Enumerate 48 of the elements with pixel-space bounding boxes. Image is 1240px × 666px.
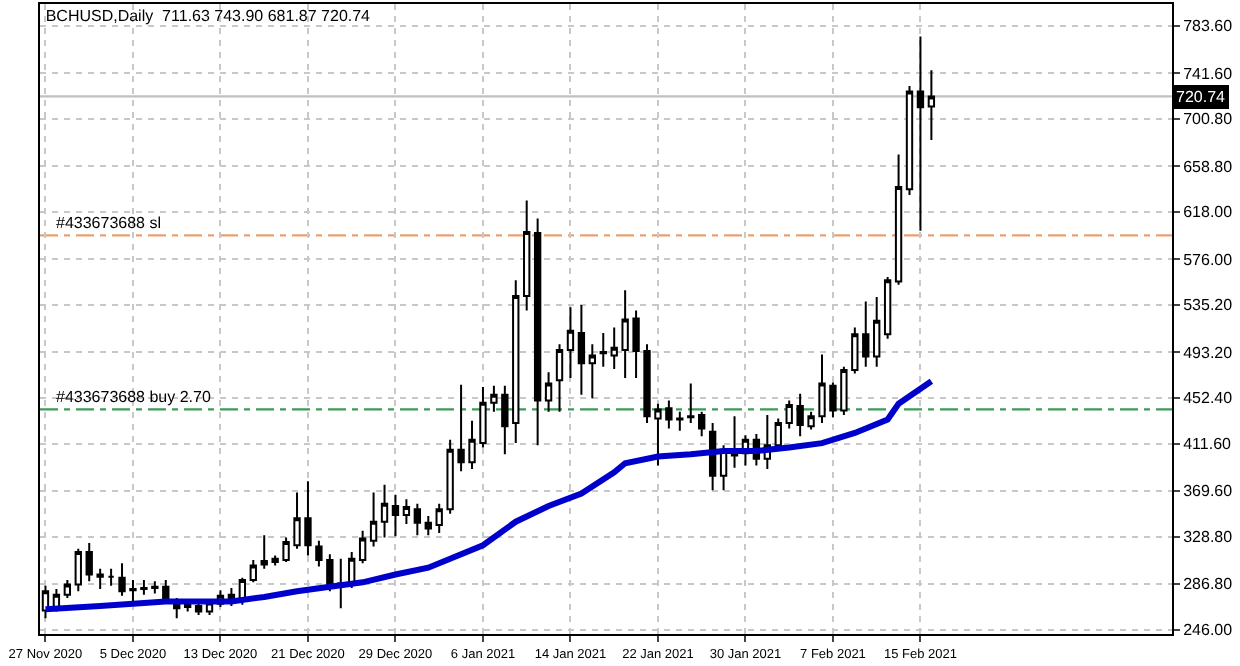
candlestick [544,371,553,413]
candlestick [577,303,586,396]
y-tick-label: 286.80 [1183,575,1234,594]
y-tick-label: 452.40 [1183,389,1234,408]
candlestick [249,558,257,584]
candlestick [391,493,400,538]
ref-line-label: #433673688 sl [56,214,162,232]
candlestick [63,579,72,600]
y-tick-label: 576.00 [1183,250,1234,269]
candlestick [107,567,115,587]
y-tick-label: 658.80 [1183,157,1234,176]
candlestick [380,483,389,539]
candlestick [588,343,596,400]
y-tick-label: 246.00 [1183,621,1234,640]
candlestick [555,343,564,413]
candlestick [358,529,367,565]
candlestick [413,502,422,537]
candlestick [774,417,782,447]
y-tick-label: 411.60 [1183,435,1233,454]
candlestick [402,498,411,525]
y-tick-label: 328.80 [1183,528,1234,547]
candlestick [599,332,607,368]
candlestick [424,515,432,537]
candlestick [523,199,531,312]
ref-line-label: #433673688 buy 2.70 [56,388,212,406]
y-tick-label: 700.80 [1183,110,1234,129]
candlestick [194,601,203,616]
candlestick [730,415,739,469]
candlestick [894,153,903,286]
candlestick [698,410,706,438]
candlestick [369,491,378,548]
candlestick [883,275,892,340]
candlestick [905,84,914,196]
y-tick-label: 783.60 [1183,17,1234,36]
ref-line-label: 720.74 [1176,88,1227,106]
chart-title: BCHUSD,Daily 711.63 743.90 681.87 720.74 [45,7,372,26]
candlestick [566,306,575,379]
candlestick [916,35,925,232]
candlestick [927,69,936,142]
y-tick-label: 493.20 [1183,343,1234,362]
y-tick-label: 535.20 [1183,296,1234,315]
y-tick-label: 741.60 [1183,64,1234,83]
y-tick-label: 618.00 [1183,203,1234,222]
candlestick [74,547,82,593]
candlestick [873,296,881,368]
y-tick-label: 369.60 [1183,482,1234,501]
line-series [42,378,935,613]
candlestick [533,217,542,447]
